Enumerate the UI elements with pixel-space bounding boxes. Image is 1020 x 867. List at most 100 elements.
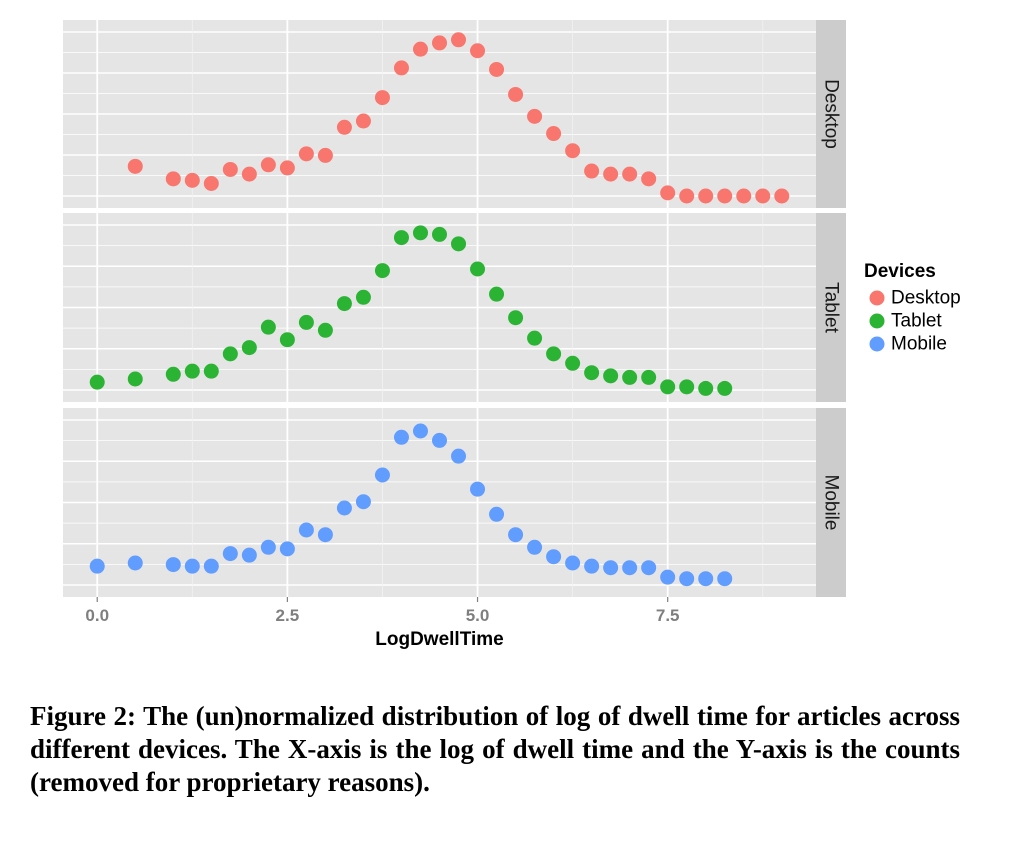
legend-key-tablet: [869, 313, 885, 329]
data-point-tablet: [717, 380, 733, 396]
data-point-desktop: [755, 188, 771, 204]
figure-caption: Figure 2: The (un)normalized distributio…: [30, 701, 960, 797]
data-point-tablet: [432, 226, 447, 242]
data-point-desktop: [374, 90, 390, 106]
data-point-tablet: [451, 236, 467, 252]
legend-title: Devices: [864, 261, 936, 282]
legend-label-desktop: Desktop: [891, 288, 961, 309]
strip-label-tablet: Tablet: [821, 282, 842, 333]
data-point-mobile: [546, 549, 562, 565]
data-point-desktop: [508, 86, 524, 102]
strip-label-desktop: Desktop: [821, 79, 842, 149]
x-tick-label: 2.5: [276, 606, 300, 625]
data-point-desktop: [260, 157, 276, 173]
legend-key-mobile: [869, 336, 885, 352]
data-point-desktop: [203, 176, 219, 192]
data-point-desktop: [127, 158, 143, 174]
legend-label-mobile: Mobile: [891, 334, 947, 355]
data-point-desktop: [317, 147, 333, 163]
facet-panels: [63, 20, 816, 597]
data-point-mobile: [660, 569, 676, 585]
data-points: [89, 32, 790, 587]
data-point-mobile: [127, 555, 143, 571]
data-point-mobile: [489, 506, 505, 522]
data-point-mobile: [355, 494, 371, 510]
data-point-tablet: [393, 230, 409, 246]
data-point-mobile: [527, 539, 543, 555]
data-point-desktop: [603, 166, 619, 182]
data-point-tablet: [641, 369, 657, 385]
data-point-desktop: [298, 146, 314, 162]
data-point-desktop: [622, 166, 638, 182]
data-point-tablet: [679, 379, 695, 395]
strip-tablet: [816, 213, 846, 402]
legend-key-desktop: [869, 290, 885, 306]
data-point-tablet: [489, 286, 505, 302]
x-axis: 0.0 2.5 5.0 7.5: [85, 597, 680, 625]
data-point-mobile: [374, 467, 390, 483]
data-point-mobile: [451, 448, 467, 464]
data-point-tablet: [241, 340, 257, 356]
data-point-mobile: [565, 555, 581, 571]
data-point-desktop: [241, 166, 257, 182]
data-point-mobile: [412, 423, 428, 439]
data-point-tablet: [412, 225, 428, 241]
data-point-tablet: [89, 374, 105, 390]
data-point-mobile: [260, 539, 276, 555]
data-point-mobile: [508, 527, 524, 543]
data-point-tablet: [184, 363, 200, 379]
data-point-mobile: [698, 571, 714, 587]
strip-label-mobile: Mobile: [821, 475, 842, 531]
data-point-tablet: [355, 289, 371, 305]
data-point-mobile: [298, 522, 314, 538]
data-point-mobile: [679, 571, 695, 587]
data-point-desktop: [165, 171, 181, 187]
data-point-desktop: [222, 161, 238, 177]
data-point-mobile: [336, 500, 352, 516]
data-point-tablet: [660, 379, 676, 395]
data-point-mobile: [241, 547, 257, 563]
data-point-tablet: [603, 368, 619, 384]
data-point-mobile: [432, 432, 447, 448]
data-point-desktop: [184, 172, 200, 188]
data-point-desktop: [432, 35, 447, 51]
data-point-tablet: [565, 355, 581, 371]
data-point-tablet: [508, 310, 524, 326]
data-point-tablet: [546, 346, 562, 362]
data-point-desktop: [660, 185, 676, 201]
data-point-mobile: [165, 557, 181, 573]
data-point-mobile: [622, 560, 638, 576]
data-point-tablet: [298, 314, 314, 330]
data-point-tablet: [127, 371, 143, 387]
data-point-desktop: [565, 143, 581, 159]
x-tick-label: 0.0: [85, 606, 109, 625]
data-point-desktop: [355, 113, 371, 129]
data-point-mobile: [641, 560, 657, 576]
data-point-desktop: [717, 188, 733, 204]
data-point-mobile: [89, 558, 105, 574]
data-point-desktop: [451, 32, 467, 48]
data-point-tablet: [279, 332, 295, 348]
data-point-desktop: [584, 163, 600, 179]
data-point-tablet: [584, 365, 600, 381]
data-point-mobile: [393, 429, 409, 445]
data-point-desktop: [774, 188, 790, 204]
x-tick-label: 5.0: [466, 606, 490, 625]
data-point-tablet: [527, 330, 543, 346]
data-point-desktop: [641, 171, 657, 187]
facet-strips: Desktop Tablet Mobile: [816, 20, 846, 597]
data-point-tablet: [336, 296, 352, 312]
data-point-desktop: [279, 160, 295, 176]
data-point-tablet: [222, 346, 238, 362]
strip-mobile: [816, 408, 846, 597]
data-point-tablet: [470, 261, 486, 277]
data-point-mobile: [584, 558, 600, 574]
data-point-mobile: [603, 560, 619, 576]
data-point-tablet: [317, 322, 333, 338]
data-point-tablet: [260, 319, 276, 335]
data-point-desktop: [393, 60, 409, 76]
data-point-desktop: [527, 108, 543, 124]
data-point-mobile: [279, 541, 295, 557]
